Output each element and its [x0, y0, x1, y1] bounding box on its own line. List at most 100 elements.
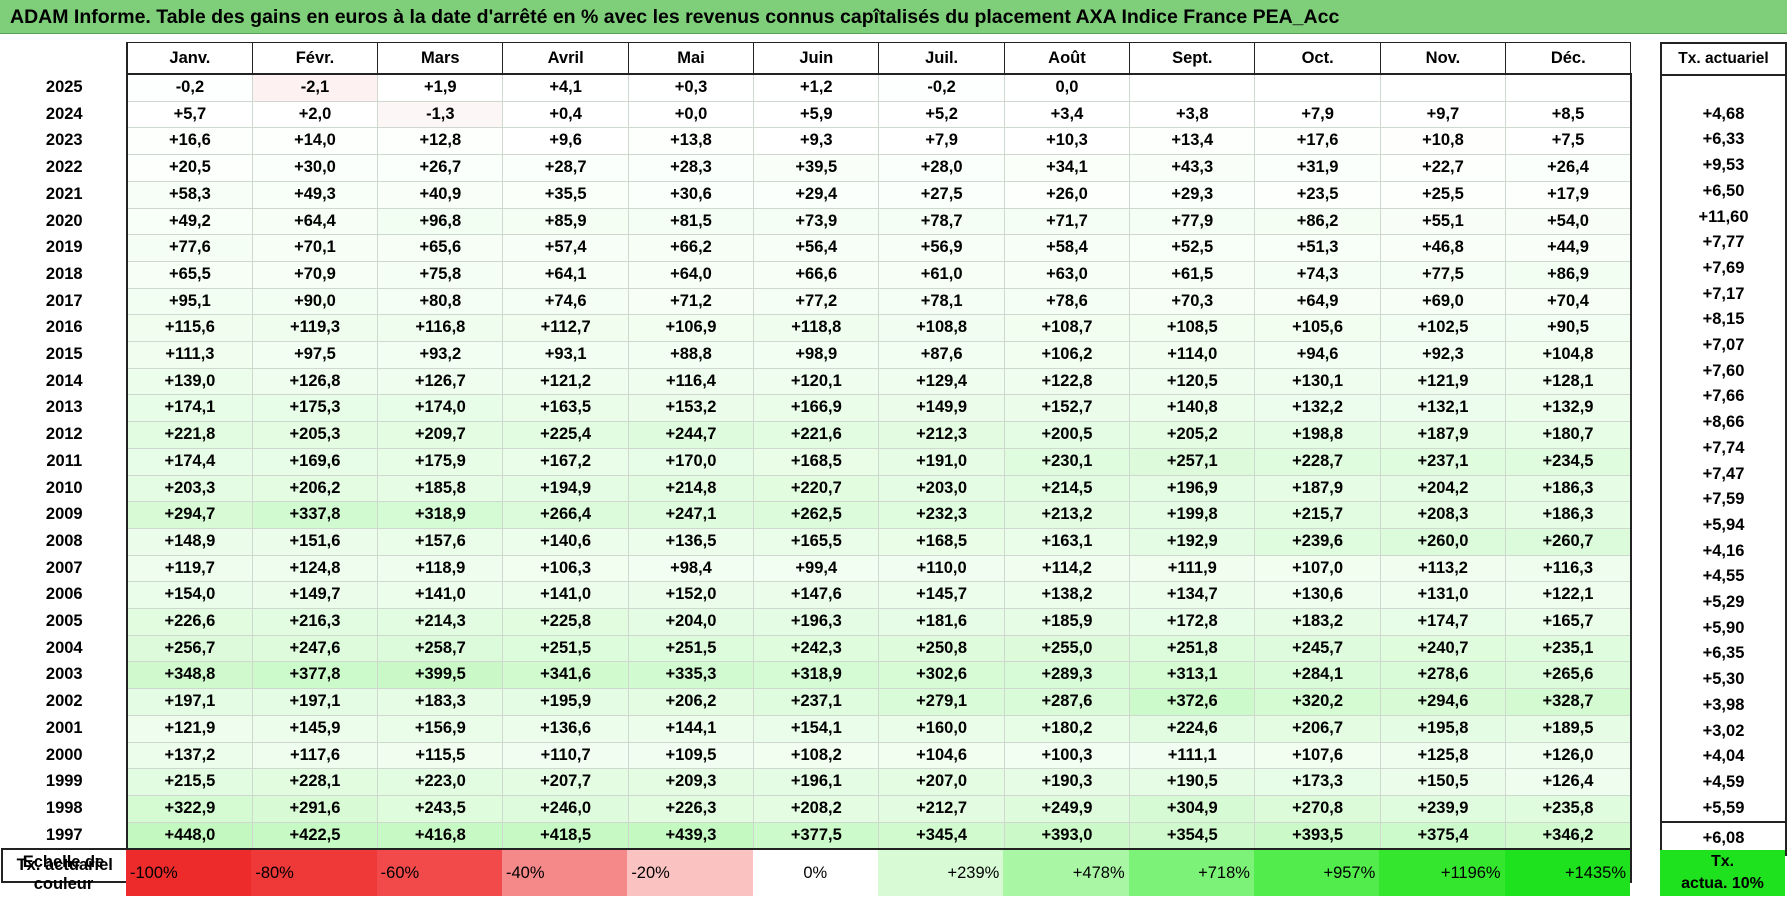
gain-cell[interactable]: +130,1	[1254, 367, 1381, 396]
gain-cell[interactable]: +85,9	[502, 207, 629, 236]
gain-cell[interactable]: +175,3	[251, 394, 379, 423]
gain-cell[interactable]: +170,0	[627, 447, 755, 476]
gain-cell[interactable]: +294,7	[125, 501, 253, 529]
gain-cell[interactable]: +71,2	[627, 287, 755, 316]
gain-cell[interactable]: +287,6	[1003, 688, 1131, 716]
gain-cell[interactable]: +56,4	[753, 234, 880, 262]
gain-cell[interactable]: +348,8	[125, 661, 253, 690]
gain-cell[interactable]: +377,8	[251, 661, 379, 690]
gain-cell[interactable]: +251,8	[1129, 634, 1256, 663]
gain-cell[interactable]: +1,2	[753, 73, 880, 102]
gain-cell[interactable]: +206,2	[251, 474, 379, 503]
gain-cell[interactable]: +247,6	[251, 634, 379, 663]
gain-cell[interactable]: +192,9	[1129, 527, 1256, 556]
gain-cell[interactable]: +346,2	[1505, 821, 1632, 850]
gain-cell[interactable]: +128,1	[1505, 367, 1632, 396]
gain-cell[interactable]: +51,3	[1254, 234, 1381, 262]
gain-cell[interactable]: +16,6	[125, 127, 253, 156]
gain-cell[interactable]: +29,3	[1129, 180, 1256, 209]
gain-cell[interactable]: +223,0	[377, 768, 504, 796]
gain-cell[interactable]: +28,0	[878, 154, 1005, 182]
gain-cell[interactable]: +185,8	[377, 474, 504, 503]
gain-cell[interactable]: +251,5	[627, 634, 755, 663]
gain-cell[interactable]: +86,2	[1254, 207, 1381, 236]
gain-cell[interactable]: +30,0	[251, 154, 379, 182]
gain-cell[interactable]: +77,2	[753, 287, 880, 316]
gain-cell[interactable]: +262,5	[753, 501, 880, 529]
gain-cell[interactable]: +31,9	[1254, 154, 1381, 182]
gain-cell[interactable]: +71,7	[1003, 207, 1131, 236]
gain-cell[interactable]: +196,3	[753, 608, 880, 636]
gain-cell[interactable]: +90,0	[251, 287, 379, 316]
gain-cell[interactable]: +375,4	[1379, 821, 1507, 850]
gain-cell[interactable]: +126,4	[1505, 768, 1632, 796]
gain-cell[interactable]: +226,3	[627, 794, 755, 823]
gain-cell[interactable]: +257,1	[1129, 447, 1256, 476]
gain-cell[interactable]: +208,2	[753, 794, 880, 823]
gain-cell[interactable]: +93,2	[377, 341, 504, 369]
gain-cell[interactable]: +64,0	[627, 260, 755, 289]
gain-cell[interactable]: +114,0	[1129, 341, 1256, 369]
gain-cell[interactable]: +23,5	[1254, 180, 1381, 209]
gain-cell[interactable]: +14,0	[251, 127, 379, 156]
gain-cell[interactable]: +260,7	[1505, 527, 1632, 556]
gain-cell[interactable]: +70,4	[1505, 287, 1632, 316]
gain-cell[interactable]: +213,2	[1003, 501, 1131, 529]
gain-cell[interactable]: +149,7	[251, 581, 379, 610]
gain-cell[interactable]: +174,1	[125, 394, 253, 423]
gain-cell[interactable]: +130,6	[1254, 581, 1381, 610]
gain-cell[interactable]: +138,2	[1003, 581, 1131, 610]
gain-cell[interactable]: +40,9	[377, 180, 504, 209]
gain-cell[interactable]: +145,7	[878, 581, 1005, 610]
gain-cell[interactable]: +372,6	[1129, 688, 1256, 716]
gain-cell[interactable]: +172,8	[1129, 608, 1256, 636]
gain-cell[interactable]: +121,9	[1379, 367, 1507, 396]
gain-cell[interactable]: +78,1	[878, 287, 1005, 316]
gain-cell[interactable]: +224,6	[1129, 714, 1256, 743]
gain-cell[interactable]: +294,6	[1379, 688, 1507, 716]
gain-cell[interactable]: +107,0	[1254, 554, 1381, 583]
gain-cell[interactable]: +284,1	[1254, 661, 1381, 690]
gain-cell[interactable]: +116,8	[377, 314, 504, 343]
gain-cell[interactable]: +64,9	[1254, 287, 1381, 316]
gain-cell[interactable]: +160,0	[878, 714, 1005, 743]
gain-cell[interactable]: +119,3	[251, 314, 379, 343]
gain-cell[interactable]: +260,0	[1379, 527, 1507, 556]
gain-cell[interactable]: +239,6	[1254, 527, 1381, 556]
gain-cell[interactable]: +157,6	[377, 527, 504, 556]
gain-cell[interactable]: +77,9	[1129, 207, 1256, 236]
gain-cell[interactable]: +43,3	[1129, 154, 1256, 182]
gain-cell[interactable]: +20,5	[125, 154, 253, 182]
gain-cell[interactable]: +122,8	[1003, 367, 1131, 396]
gain-cell[interactable]: +196,1	[753, 768, 880, 796]
gain-cell[interactable]: +166,9	[753, 394, 880, 423]
gain-cell[interactable]: +61,0	[878, 260, 1005, 289]
gain-cell[interactable]: +93,1	[502, 341, 629, 369]
gain-cell[interactable]: +39,5	[753, 154, 880, 182]
gain-cell[interactable]: +121,9	[125, 714, 253, 743]
gain-cell[interactable]: +221,6	[753, 421, 880, 449]
gain-cell[interactable]: +77,6	[125, 234, 253, 262]
gain-cell[interactable]: +235,8	[1505, 794, 1632, 823]
gain-cell[interactable]: +7,9	[878, 127, 1005, 156]
gain-cell[interactable]: +122,1	[1505, 581, 1632, 610]
gain-cell[interactable]: +108,2	[753, 741, 880, 770]
gain-cell[interactable]: +35,5	[502, 180, 629, 209]
gain-cell[interactable]: +152,7	[1003, 394, 1131, 423]
gain-cell[interactable]: +120,1	[753, 367, 880, 396]
gain-cell[interactable]: +154,0	[125, 581, 253, 610]
gain-cell[interactable]: +181,6	[878, 608, 1005, 636]
gain-cell[interactable]: +126,7	[377, 367, 504, 396]
gain-cell[interactable]: +214,3	[377, 608, 504, 636]
gain-cell[interactable]: +141,0	[377, 581, 504, 610]
gain-cell[interactable]: +118,9	[377, 554, 504, 583]
gain-cell[interactable]: +116,4	[627, 367, 755, 396]
gain-cell[interactable]: +110,0	[878, 554, 1005, 583]
gain-cell[interactable]: +313,1	[1129, 661, 1256, 690]
gain-cell[interactable]: +199,8	[1129, 501, 1256, 529]
gain-cell[interactable]: +173,3	[1254, 768, 1381, 796]
gain-cell[interactable]: +190,3	[1003, 768, 1131, 796]
gain-cell[interactable]: +185,9	[1003, 608, 1131, 636]
gain-cell[interactable]: +26,7	[377, 154, 504, 182]
gain-cell[interactable]: +94,6	[1254, 341, 1381, 369]
